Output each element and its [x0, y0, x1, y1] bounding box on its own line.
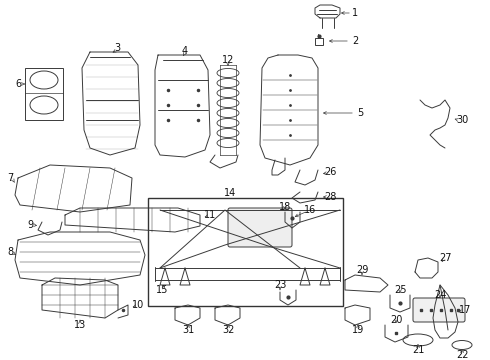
- Text: 29: 29: [356, 265, 368, 275]
- Text: 6: 6: [15, 79, 21, 89]
- Text: 5: 5: [357, 108, 363, 118]
- Text: 30: 30: [456, 115, 468, 125]
- Text: 19: 19: [352, 325, 364, 335]
- Text: 3: 3: [114, 43, 120, 53]
- Text: 12: 12: [222, 55, 234, 65]
- Text: 16: 16: [304, 205, 316, 215]
- Text: 8: 8: [7, 247, 13, 257]
- Text: 23: 23: [274, 280, 286, 290]
- Text: 7: 7: [7, 173, 13, 183]
- Text: 18: 18: [279, 202, 291, 212]
- Text: 1: 1: [352, 8, 358, 18]
- Text: 32: 32: [222, 325, 234, 335]
- Text: 25: 25: [394, 285, 406, 295]
- FancyBboxPatch shape: [228, 208, 292, 247]
- Text: 2: 2: [352, 36, 358, 46]
- Text: 21: 21: [412, 345, 424, 355]
- Text: 13: 13: [74, 320, 86, 330]
- Bar: [25, 68, 63, 120]
- Text: 9: 9: [27, 220, 33, 230]
- Text: 28: 28: [324, 192, 336, 202]
- Bar: [148, 198, 343, 306]
- Text: 10: 10: [132, 300, 144, 310]
- Text: 4: 4: [182, 46, 188, 56]
- Text: 17: 17: [459, 305, 471, 315]
- Text: 22: 22: [456, 350, 468, 360]
- Text: 31: 31: [182, 325, 194, 335]
- Text: 24: 24: [434, 290, 446, 300]
- Text: 11: 11: [204, 210, 216, 220]
- Bar: [315, 38, 323, 45]
- Text: 20: 20: [390, 315, 402, 325]
- Text: 14: 14: [224, 188, 236, 198]
- Text: 27: 27: [439, 253, 451, 263]
- FancyBboxPatch shape: [413, 298, 465, 322]
- Text: 26: 26: [324, 167, 336, 177]
- Text: 15: 15: [156, 285, 168, 295]
